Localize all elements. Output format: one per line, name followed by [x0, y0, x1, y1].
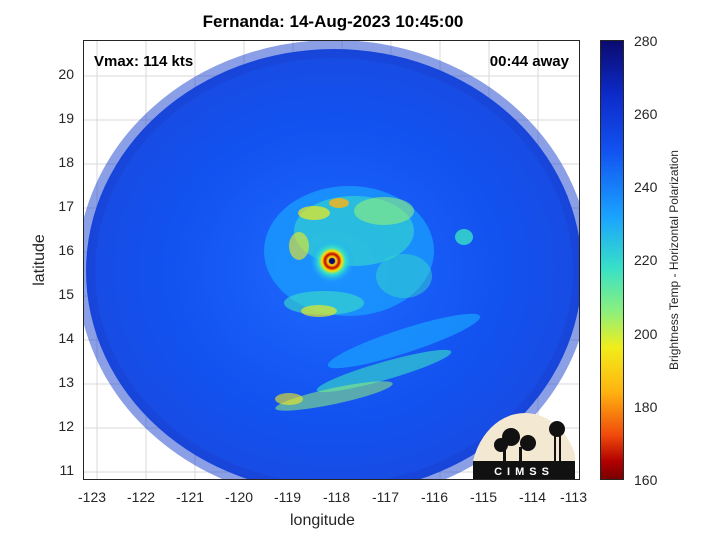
- x-tick: -121: [176, 489, 205, 505]
- x-tick: -122: [127, 489, 156, 505]
- colorbar-tick: 160: [634, 472, 658, 488]
- x-tick: -119: [274, 489, 301, 505]
- colorbar: [600, 40, 624, 480]
- cimss-logo: CIMSS: [473, 413, 575, 479]
- x-tick: -115: [470, 489, 497, 505]
- y-tick: 12: [58, 418, 74, 434]
- map-plot-area: Vmax: 114 kts 00:44 away CIMSS: [83, 40, 580, 480]
- y-tick: 20: [58, 66, 74, 82]
- x-tick: -123: [78, 489, 107, 505]
- y-tick: 13: [58, 374, 74, 390]
- x-tick: -114: [519, 489, 546, 505]
- x-tick: -120: [225, 489, 254, 505]
- logo-text: CIMSS: [494, 466, 554, 478]
- x-tick: -117: [372, 489, 399, 505]
- colorbar-tick: 260: [634, 106, 658, 122]
- x-axis-label: longitude: [290, 512, 355, 529]
- colorbar-tick: 240: [634, 179, 658, 195]
- y-tick: 17: [58, 198, 74, 214]
- x-tick: -116: [421, 489, 448, 505]
- y-tick: 19: [58, 110, 74, 126]
- x-tick: -118: [323, 489, 350, 505]
- colorbar-tick: 200: [634, 326, 658, 342]
- colorbar-tick: 280: [634, 33, 658, 49]
- away-label: 00:44 away: [489, 53, 569, 70]
- y-tick: 11: [59, 462, 74, 478]
- brightness-temp-image: [84, 41, 579, 479]
- y-tick: 16: [58, 242, 74, 258]
- rainbands: [264, 186, 481, 411]
- y-tick: 14: [58, 330, 74, 346]
- y-tick: 15: [58, 286, 74, 302]
- map-title: Fernanda: 14-Aug-2023 10:45:00: [202, 12, 464, 31]
- y-tick: 18: [58, 154, 74, 170]
- colorbar-tick: 180: [634, 399, 658, 415]
- colorbar-label: Brightness Temp - Horizontal Polarizatio…: [667, 150, 681, 370]
- y-axis-label: latitude: [31, 234, 48, 286]
- x-tick: -113: [560, 489, 587, 505]
- vmax-label: Vmax: 114 kts: [94, 53, 194, 70]
- colorbar-tick: 220: [634, 252, 658, 268]
